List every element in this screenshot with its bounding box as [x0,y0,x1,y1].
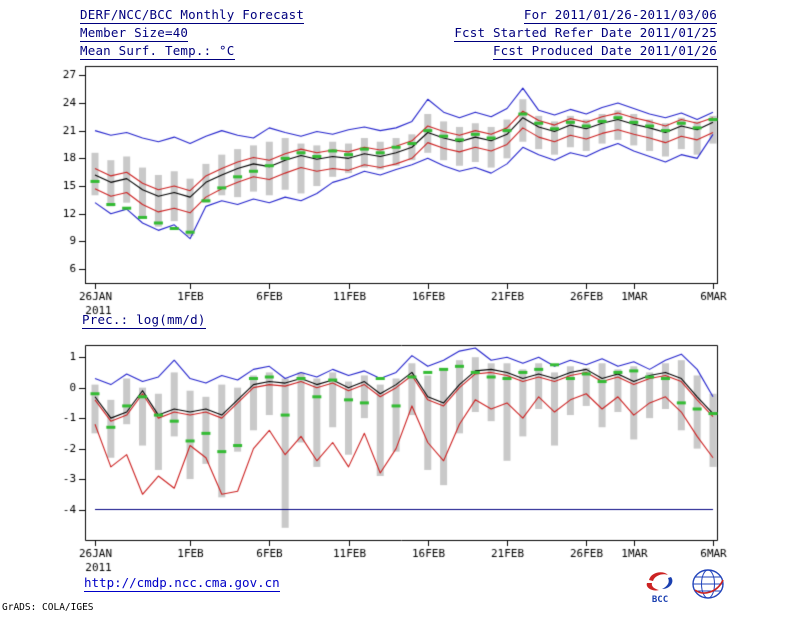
bcc-logo: BCC [640,569,680,605]
temperature-variable-label: Mean Surf. Temp.: °C [80,43,235,60]
produced-date-label: Fcst Produced Date 2011/01/26 [492,43,717,60]
globe-logo [684,567,732,605]
grads-credit: GrADS: COLA/IGES [2,602,94,613]
bcc-logo-label: BCC [651,595,669,605]
precip-variable-label: Prec.: log(mm/d) [82,312,206,329]
refer-date-label: Fcst Started Refer Date 2011/01/25 [454,25,717,42]
forecast-range-label: For 2011/01/26-2011/03/06 [523,7,717,24]
bcc-swirl-icon [642,569,678,595]
globe-icon [685,567,731,605]
member-size-label: Member Size=40 [80,25,189,42]
website-link[interactable]: http://cmdp.ncc.cma.gov.cn [84,575,280,592]
page-title: DERF/NCC/BCC Monthly Forecast [80,7,305,24]
